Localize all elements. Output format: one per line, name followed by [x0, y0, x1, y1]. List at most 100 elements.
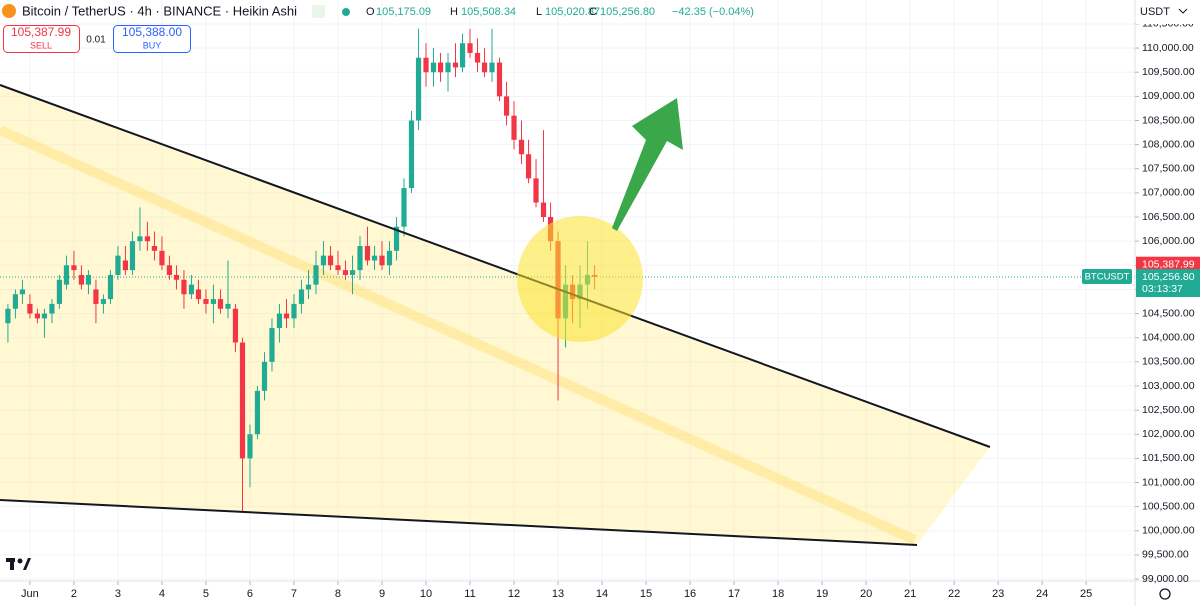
trend-line-lower — [0, 499, 918, 546]
candle-body — [379, 255, 385, 266]
ohlc-value: 105,175.09 — [376, 6, 431, 18]
x-tick-label: 5 — [203, 588, 209, 600]
candle-body — [93, 289, 99, 304]
y-tick-label: 103,500.00 — [1142, 356, 1195, 368]
y-tick-label: 99,000.00 — [1142, 573, 1189, 585]
candle-body — [107, 274, 114, 300]
y-tick-label: 104,500.00 — [1142, 307, 1195, 319]
candle-body — [239, 342, 246, 459]
x-tick-label: 11 — [464, 588, 475, 600]
candle-body — [467, 43, 473, 53]
candle-body — [5, 308, 11, 324]
y-tick-label: 103,000.00 — [1142, 380, 1195, 392]
y-tick-label: 109,000.00 — [1142, 90, 1195, 102]
candle-body — [34, 313, 41, 319]
x-tick-label: 15 — [640, 588, 652, 600]
candle-body — [327, 255, 334, 266]
x-tick-label: 17 — [728, 588, 740, 600]
header: Bitcoin / TetherUS · 4h · BINANCE · Heik… — [2, 0, 1200, 53]
y-tick-label: 107,000.00 — [1142, 187, 1195, 199]
buy-label[interactable]: BUY — [143, 40, 162, 50]
candle-body — [144, 236, 151, 242]
spread: 0.01 — [86, 35, 106, 46]
candle-body — [489, 62, 495, 73]
ohlc-key: L — [536, 6, 542, 18]
x-tick-label: 14 — [596, 588, 608, 600]
candle-body — [305, 284, 312, 290]
candle-body — [188, 284, 195, 295]
x-tick-label: 12 — [508, 588, 520, 600]
candle-body — [203, 299, 209, 304]
candle-body — [151, 245, 158, 251]
candle-body — [71, 265, 77, 271]
flag-icon[interactable] — [312, 5, 325, 18]
y-tick-label: 100,000.00 — [1142, 525, 1195, 537]
x-tick-label: 21 — [904, 588, 916, 600]
y-tick-label: 102,500.00 — [1142, 404, 1195, 416]
candle-body — [225, 303, 231, 309]
candle-body — [415, 57, 422, 121]
x-tick-label: 22 — [948, 588, 960, 600]
candle-body — [320, 255, 327, 266]
candle-body — [129, 241, 136, 271]
x-tick-label: Jun — [21, 588, 39, 600]
sell-button[interactable] — [3, 25, 80, 53]
candle-body — [122, 260, 129, 271]
candle-body — [474, 52, 481, 63]
y-tick-label: 107,500.00 — [1142, 163, 1195, 175]
sell-label[interactable]: SELL — [30, 40, 52, 50]
settings-icon[interactable] — [1159, 588, 1171, 600]
candle-body — [298, 289, 305, 304]
candle-body — [49, 303, 55, 314]
axes: 99,000.00 99,500.00 100,000.00 100,500.00 10… — [21, 18, 1200, 600]
y-tick-label: 106,500.00 — [1142, 211, 1195, 223]
buy-button[interactable] — [113, 25, 191, 53]
symbol-label: BTCUSDT — [1085, 272, 1130, 283]
candle-body — [533, 178, 539, 203]
candle-body — [85, 274, 92, 285]
change: −42.35 (−0.04%) — [672, 6, 754, 18]
candle-body — [437, 62, 444, 73]
logo — [6, 558, 31, 570]
x-tick-label: 19 — [816, 588, 828, 600]
last-price-box — [1136, 269, 1200, 298]
candle-body — [291, 303, 297, 319]
candle-body — [371, 255, 378, 261]
candle-body — [19, 289, 26, 295]
candle-body — [261, 361, 268, 391]
y-tick-label: 104,000.00 — [1142, 331, 1195, 343]
currency-box[interactable] — [1136, 0, 1200, 24]
ask-price-box — [1136, 256, 1200, 272]
buy-price[interactable]: 105,388.00 — [122, 25, 182, 39]
drawings — [0, 85, 990, 545]
candle-body — [313, 265, 319, 285]
candle-body — [27, 303, 33, 314]
candle-body — [481, 62, 488, 73]
currency-caret — [1178, 8, 1188, 14]
ohlc-value: 105,256.80 — [600, 6, 655, 18]
candle-body — [56, 279, 63, 304]
sell-price[interactable]: 105,387.99 — [11, 25, 71, 39]
candle-body — [511, 115, 517, 140]
x-tick-label: 2 — [71, 588, 77, 600]
x-tick-label: 25 — [1080, 588, 1092, 600]
ohlc-key: H — [450, 6, 458, 18]
candle-body — [342, 270, 349, 275]
candle-body — [217, 299, 224, 309]
candle-body — [232, 308, 239, 343]
ohlc-key: O — [366, 6, 375, 18]
x-tick-label: 4 — [159, 588, 165, 600]
candle-body — [12, 294, 19, 309]
candle-body — [41, 313, 48, 319]
candle-body — [254, 390, 261, 435]
y-tick-label: 108,000.00 — [1142, 138, 1195, 150]
candle-body — [496, 62, 503, 97]
currency[interactable]: USDT — [1140, 6, 1170, 18]
x-tick-label: 3 — [115, 588, 121, 600]
candle-body — [115, 255, 121, 275]
candle-body — [386, 250, 393, 266]
ohlc-key: C — [589, 6, 597, 18]
candle-body — [100, 299, 107, 304]
candle-body — [269, 328, 275, 362]
